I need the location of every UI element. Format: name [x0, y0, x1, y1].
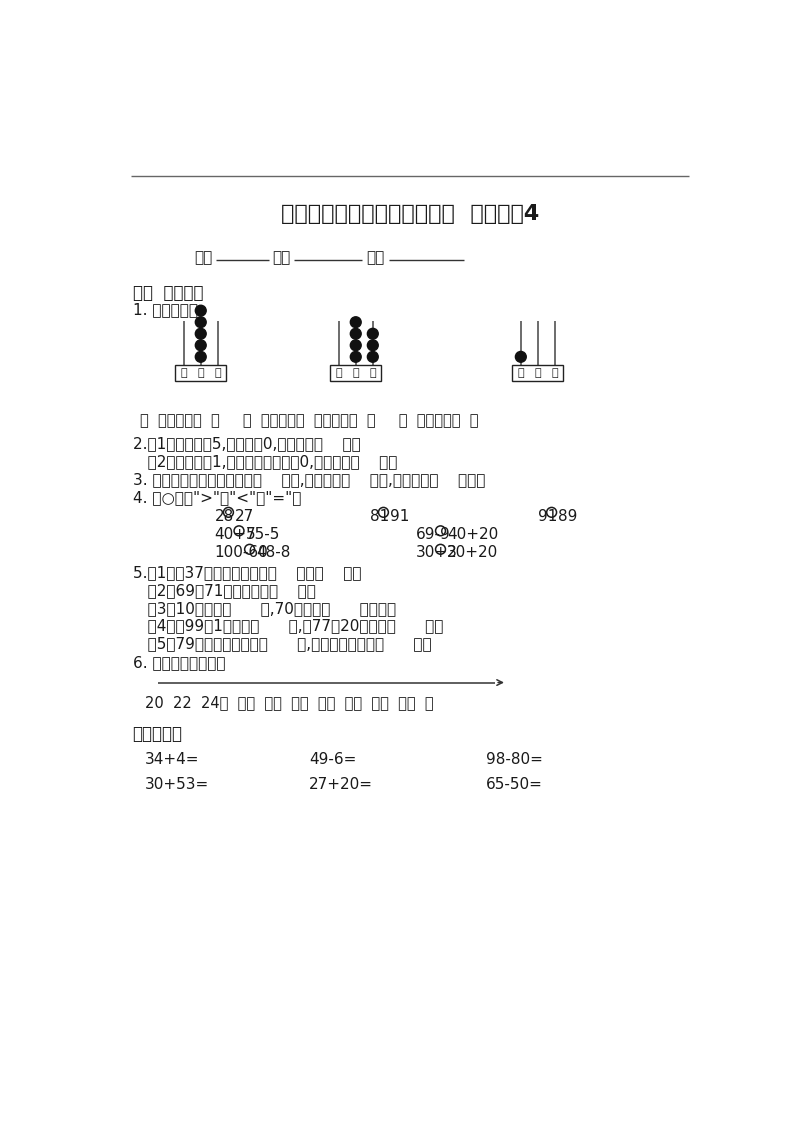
Circle shape [195, 328, 206, 340]
Text: 个: 个 [552, 368, 558, 378]
Circle shape [350, 317, 361, 327]
Text: 班级: 班级 [194, 250, 213, 265]
Text: 100-60: 100-60 [214, 546, 269, 560]
Text: 1. 看图填空。: 1. 看图填空。 [133, 302, 198, 317]
Text: （  ）个十是（  ）     （  ）个十和（  ）个一是（  ）     （  ）个百是（  ）: （ ）个十是（ ） （ ）个十和（ ）个一是（ ） （ ）个百是（ ） [140, 413, 478, 428]
Text: 40+20: 40+20 [447, 528, 498, 542]
Circle shape [367, 328, 378, 340]
Text: 28: 28 [214, 508, 234, 523]
Text: （北师大版）一年级数学下册  期中测试4: （北师大版）一年级数学下册 期中测试4 [281, 204, 539, 224]
Text: 一、  填空题。: 一、 填空题。 [133, 284, 203, 302]
Circle shape [515, 351, 526, 362]
Circle shape [350, 328, 361, 340]
Circle shape [195, 317, 206, 327]
Text: 十: 十 [198, 368, 204, 378]
Text: 个: 个 [370, 368, 376, 378]
Circle shape [367, 340, 378, 351]
Text: 91: 91 [538, 508, 558, 523]
Text: 69-9: 69-9 [416, 528, 451, 542]
Text: 49-6=: 49-6= [310, 752, 357, 766]
Text: （5）79前面的一个数是（      ）,后面的一个数是（      ）。: （5）79前面的一个数是（ ）,后面的一个数是（ ）。 [133, 636, 431, 651]
Text: 30+3: 30+3 [416, 546, 458, 560]
Text: 5.（1）和37相邻的两个数是（    ）和（    ）。: 5.（1）和37相邻的两个数是（ ）和（ ）。 [133, 566, 361, 581]
Bar [512, 365, 563, 381]
Text: 34+4=: 34+4= [145, 752, 199, 766]
Circle shape [195, 340, 206, 351]
Text: 2.（1）十位上是5,个位上是0,这个数是（    ）。: 2.（1）十位上是5,个位上是0,这个数是（ ）。 [133, 436, 360, 452]
Text: 20+20: 20+20 [447, 546, 498, 560]
Text: 20  22  24（  ）（  ）（  ）（  ）（  ）（  ）（  ）（  ）: 20 22 24（ ）（ ）（ ）（ ）（ ）（ ）（ ）（ ） [145, 695, 434, 710]
Text: 百: 百 [335, 368, 342, 378]
Text: 百: 百 [518, 368, 524, 378]
Text: 40+7: 40+7 [214, 528, 256, 542]
Circle shape [350, 340, 361, 351]
Text: 十: 十 [534, 368, 541, 378]
Text: （2）69和71中间的数是（    ）。: （2）69和71中间的数是（ ）。 [133, 583, 315, 598]
Text: 91: 91 [390, 508, 410, 523]
Circle shape [350, 351, 361, 362]
Bar [175, 365, 226, 381]
Bar [330, 365, 382, 381]
Text: 6. 按数的顺序填写。: 6. 按数的顺序填写。 [133, 654, 225, 670]
Circle shape [367, 351, 378, 362]
Text: 30+53=: 30+53= [145, 778, 210, 792]
Text: 48-8: 48-8 [256, 546, 290, 560]
Text: 55-5: 55-5 [246, 528, 280, 542]
Text: 姓名: 姓名 [272, 250, 290, 265]
Text: 十: 十 [353, 368, 359, 378]
Text: 个: 个 [214, 368, 221, 378]
Text: 3. 一个数从右边起第一位是（    ）位,第二位是（    ）位,第三位是（    ）位。: 3. 一个数从右边起第一位是（ ）位,第二位是（ ）位,第三位是（ ）位。 [133, 472, 485, 488]
Circle shape [195, 306, 206, 316]
Text: 二、计算。: 二、计算。 [133, 724, 182, 743]
Text: （4）比99多1的数是（      ）,比77少20的数是（      ）。: （4）比99多1的数是（ ）,比77少20的数是（ ）。 [133, 618, 443, 634]
Text: 百: 百 [180, 368, 187, 378]
Text: 81: 81 [370, 508, 389, 523]
Text: 65-50=: 65-50= [486, 778, 543, 792]
Text: 98-80=: 98-80= [486, 752, 543, 766]
Text: 27: 27 [235, 508, 254, 523]
Text: （3）10个十是（      ）,70里面有（      ）个十。: （3）10个十是（ ）,70里面有（ ）个十。 [133, 601, 396, 616]
Circle shape [195, 351, 206, 362]
Text: 89: 89 [558, 508, 578, 523]
Text: 得分: 得分 [366, 250, 384, 265]
Text: （2）百位上是1,十位和个位上都是0,这个数是（    ）。: （2）百位上是1,十位和个位上都是0,这个数是（ ）。 [133, 454, 397, 469]
Text: 27+20=: 27+20= [310, 778, 374, 792]
Text: 4. 在○里填">"、"<"或"="。: 4. 在○里填">"、"<"或"="。 [133, 490, 301, 505]
